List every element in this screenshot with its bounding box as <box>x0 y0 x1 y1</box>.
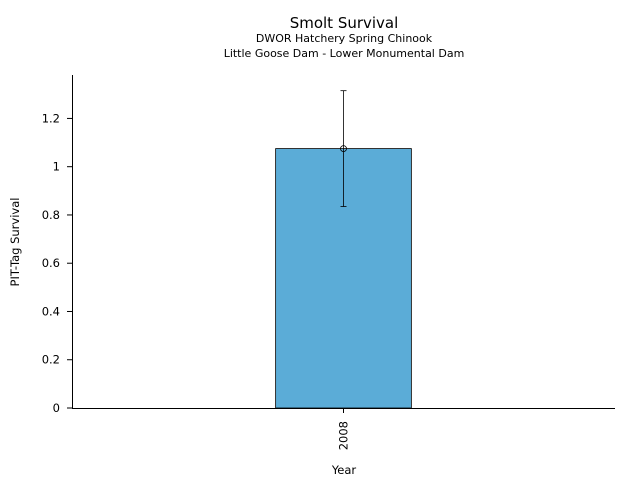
y-tick-label: 0.8 <box>42 208 60 222</box>
chart-subtitle-2: Little Goose Dam - Lower Monumental Dam <box>224 47 465 60</box>
y-tick-label: 1 <box>53 160 60 174</box>
plot-area <box>275 90 412 409</box>
y-tick-label: 0.4 <box>42 304 60 318</box>
y-tick-label: 0.2 <box>42 353 60 367</box>
y-tick-label: 0 <box>53 401 60 415</box>
y-tick-label: 0.6 <box>42 256 60 270</box>
value-marker-2008 <box>340 145 347 152</box>
chart-subtitle-1: DWOR Hatchery Spring Chinook <box>256 32 433 45</box>
x-ticks: 2008 <box>337 408 351 450</box>
y-tick-label: 1.2 <box>42 111 60 125</box>
x-tick-label: 2008 <box>337 421 351 450</box>
x-axis-label: Year <box>331 463 357 477</box>
y-ticks: 0 0.2 0.4 0.6 0.8 1 1.2 <box>42 111 72 415</box>
y-axis-label: PIT-Tag Survival <box>8 198 22 287</box>
chart-title: Smolt Survival <box>290 14 399 32</box>
